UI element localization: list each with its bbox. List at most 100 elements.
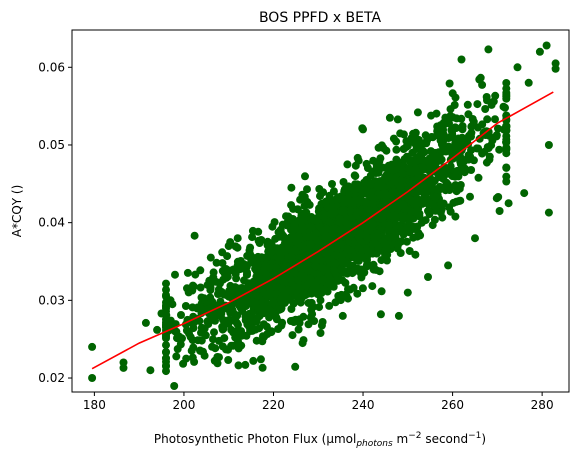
scatter-point-2621: [316, 329, 325, 337]
scatter-point-2593: [304, 232, 313, 241]
scatter-point-2550: [502, 149, 511, 158]
scatter-point-2549: [350, 185, 359, 194]
scatter-point-2437: [444, 145, 452, 154]
scatter-point-2528: [297, 271, 306, 280]
scatter-series: [88, 41, 560, 390]
scatter-point-2536: [278, 318, 287, 327]
scatter-point-1275: [162, 341, 170, 350]
scatter-point-2285: [382, 251, 391, 260]
scatter-point-2630: [457, 55, 466, 64]
scatter-point-2206: [377, 178, 386, 187]
scatter-point-1372: [443, 114, 452, 122]
y-tick-label-2: 0.04: [38, 216, 65, 230]
scatter-point-2618: [249, 356, 258, 365]
scatter-point-2611: [182, 354, 191, 363]
scatter-point-2455: [338, 194, 347, 203]
scatter-point-1845: [260, 332, 269, 341]
scatter-point-2499: [366, 208, 375, 216]
scatter-point-1616: [162, 331, 170, 340]
scatter-point-2603: [119, 363, 128, 372]
scatter-point-1804: [162, 279, 170, 288]
scatter-point-2633: [495, 207, 504, 215]
scatter-point-1025: [294, 325, 303, 334]
scatter-point-1945: [224, 356, 233, 364]
scatter-point-2518: [383, 191, 392, 200]
scatter-point-1786: [502, 177, 511, 186]
scatter-point-1490: [483, 96, 491, 105]
scatter-point-2546: [377, 287, 386, 296]
scatter-point-2561: [286, 275, 295, 284]
scatter-point-1130: [241, 360, 250, 369]
scatter-point-2493: [312, 216, 321, 225]
scatter-point-1281: [448, 89, 457, 98]
scatter-point-2348: [439, 171, 448, 180]
scatter-point-2538: [345, 246, 354, 255]
scatter-point-2583: [339, 207, 348, 216]
scatter-point-2589: [276, 250, 285, 259]
scatter-point-522: [291, 362, 300, 371]
scatter-point-2275: [433, 131, 442, 140]
scatter-point-2082: [431, 206, 440, 215]
scatter-point-2421: [211, 316, 219, 325]
scatter-point-2401: [452, 197, 461, 206]
scatter-point-2588: [340, 217, 349, 226]
scatter-point-2490: [304, 299, 313, 307]
scatter-point-1954: [200, 351, 209, 360]
scatter-point-2229: [330, 267, 339, 276]
scatter-point-1259: [303, 185, 311, 194]
scatter-point-791: [212, 258, 221, 267]
scatter-point-2582: [407, 196, 416, 205]
scatter-point-2585: [416, 152, 424, 161]
scatter-point-2606: [153, 325, 162, 334]
scatter-point-2554: [287, 286, 296, 295]
scatter-point-2312: [302, 208, 311, 217]
scatter-point-968: [341, 278, 350, 287]
scatter-point-2628: [424, 273, 432, 281]
scatter-point-1390: [394, 240, 402, 249]
scatter-point-2501: [300, 214, 309, 223]
scatter-point-2027: [324, 279, 333, 288]
scatter-point-2612: [188, 281, 197, 290]
scatter-point-2371: [488, 136, 497, 145]
scatter-point-2590: [405, 228, 414, 237]
scatter-point-2573: [356, 207, 365, 216]
scatter-point-2247: [284, 212, 293, 221]
scatter-point-2105: [480, 147, 489, 156]
scatter-point-2392: [289, 225, 298, 234]
scatter-point-2049: [162, 320, 170, 329]
scatter-point-839: [177, 311, 185, 319]
scatter-point-2544: [431, 192, 440, 201]
scatter-point-2635: [513, 63, 522, 72]
scatter-point-1333: [353, 153, 362, 162]
scatter-point-1963: [469, 117, 478, 126]
scatter-point-2372: [406, 177, 414, 186]
x-tick-label-3: 240: [352, 398, 375, 412]
scatter-point-1650: [218, 325, 227, 334]
scatter-point-2475: [195, 316, 204, 325]
scatter-point-2564: [332, 251, 341, 259]
y-axis: 0.02 0.03 0.04 0.05 0.06: [38, 60, 72, 385]
scatter-point-2337: [317, 263, 326, 272]
scatter-point-2352: [502, 163, 511, 172]
scatter-point-2637: [524, 78, 533, 87]
x-axis-label-mid2: second: [422, 432, 469, 446]
scatter-point-2627: [403, 288, 412, 297]
scatter-point-2376: [234, 320, 242, 329]
scatter-point-2450: [289, 299, 298, 308]
scatter-point-2362: [236, 264, 245, 273]
scatter-point-1353: [224, 319, 233, 328]
scatter-point-1255: [451, 181, 460, 190]
scatter-point-2429: [311, 262, 320, 270]
scatter-point-2043: [188, 353, 197, 362]
scatter-point-2580: [401, 204, 410, 213]
scatter-point-2632: [484, 45, 493, 54]
scatter-point-2489: [218, 342, 227, 351]
scatter-point-339: [219, 315, 227, 324]
scatter-point-1821: [208, 342, 217, 351]
scatter-point-1091: [422, 139, 431, 148]
scatter-point-2592: [360, 178, 368, 187]
scatter-point-2252: [457, 155, 466, 164]
scatter-point-2577: [426, 168, 435, 177]
scatter-point-2423: [379, 144, 388, 152]
y-axis-label: A*CQY (): [10, 185, 24, 238]
